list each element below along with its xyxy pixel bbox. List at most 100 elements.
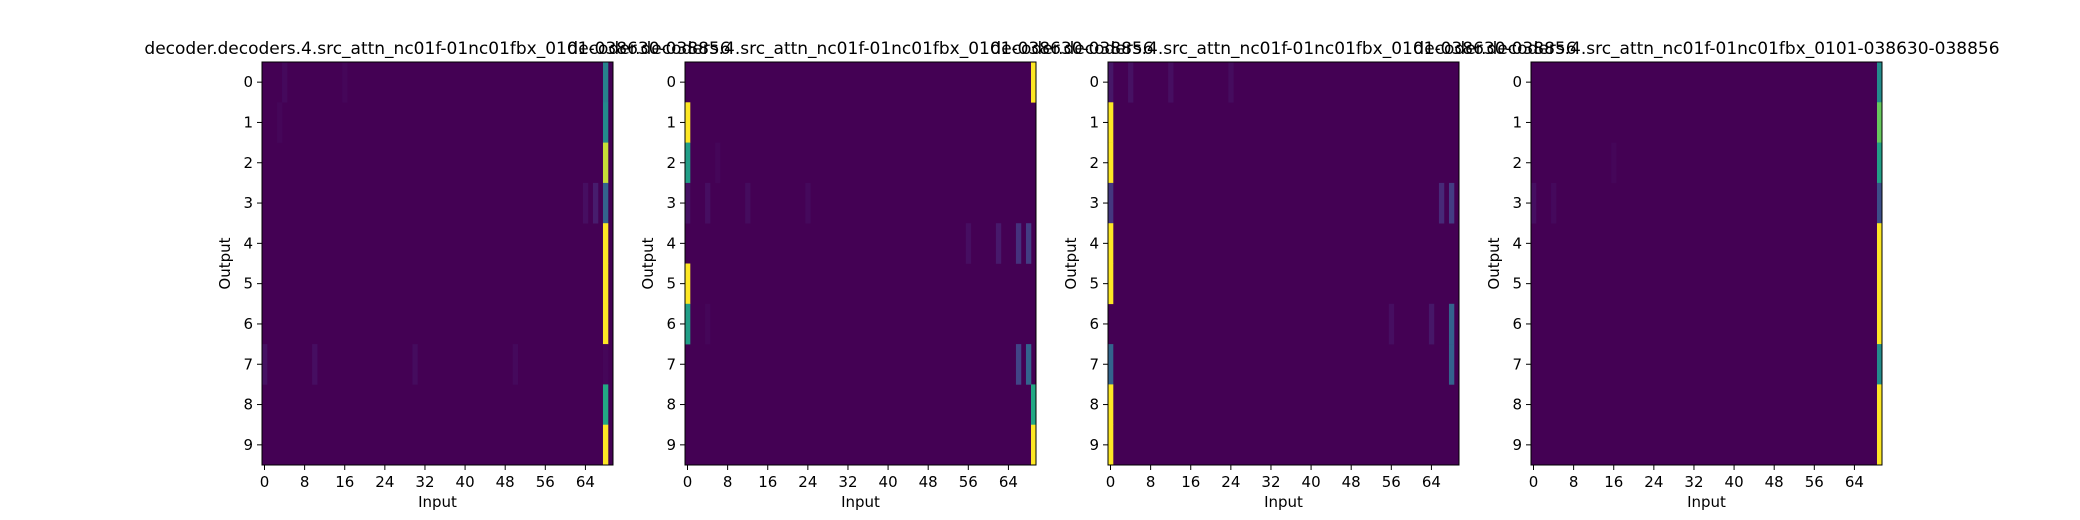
x-tick-label: 8: [1569, 473, 1579, 491]
x-tick-label: 0: [1106, 473, 1116, 491]
y-tick-label: 7: [666, 355, 676, 373]
heatmap-cell: [995, 223, 1002, 264]
heatmap-cell: [1438, 182, 1445, 224]
heatmap-cell: [745, 182, 751, 224]
y-tick-label: 5: [666, 275, 676, 293]
chart-title: decoder.decoders.4.src_attn_nc01f-01nc01…: [990, 39, 1576, 59]
x-tick-label: 16: [1604, 473, 1623, 491]
heatmap-cell: [1025, 344, 1032, 385]
heatmap-cell: [512, 344, 519, 385]
y-tick-label: 0: [1089, 73, 1099, 91]
y-axis-label: Output: [1062, 237, 1080, 289]
y-tick-label: 0: [666, 73, 676, 91]
heatmap-cell: [582, 182, 589, 224]
x-axis-label: Input: [418, 493, 457, 511]
heatmap-cell: [965, 223, 972, 264]
x-tick-label: 8: [300, 473, 310, 491]
x-tick-label: 32: [415, 473, 434, 491]
y-axis-label: Output: [216, 237, 234, 289]
heatmap-cell: [1876, 62, 1883, 103]
heatmap-cell: [705, 182, 711, 224]
x-tick-label: 64: [1845, 473, 1864, 491]
y-tick-label: 6: [1512, 315, 1522, 333]
heatmap-cell: [1531, 182, 1537, 224]
y-tick-label: 9: [243, 436, 253, 454]
heatmap-cell: [282, 62, 288, 103]
y-tick-label: 4: [1089, 234, 1099, 252]
heatmap-cell: [1108, 223, 1114, 264]
y-tick-label: 4: [1512, 234, 1522, 252]
heatmap-cell: [1168, 62, 1174, 103]
heatmap-cell: [1108, 424, 1114, 466]
heatmap-cell: [685, 142, 691, 184]
heatmap-cell: [1876, 102, 1883, 143]
x-tick-label: 24: [375, 473, 394, 491]
x-axis-label: Input: [841, 493, 880, 511]
x-axis-label: Input: [1687, 493, 1726, 511]
x-tick-label: 8: [723, 473, 733, 491]
chart-title: decoder.decoders.4.src_attn_nc01f-01nc01…: [567, 39, 1153, 59]
x-tick-label: 32: [1684, 473, 1703, 491]
x-tick-label: 40: [456, 473, 475, 491]
x-tick-label: 16: [1181, 473, 1200, 491]
x-tick-label: 48: [496, 473, 515, 491]
y-tick-label: 6: [666, 315, 676, 333]
heatmap-cell: [602, 344, 609, 385]
x-tick-label: 24: [1644, 473, 1663, 491]
y-tick-label: 5: [1089, 275, 1099, 293]
y-tick-label: 3: [1512, 194, 1522, 212]
y-tick-label: 7: [243, 355, 253, 373]
heatmap-cell: [1876, 384, 1883, 425]
y-tick-label: 3: [1089, 194, 1099, 212]
heatmap-cell: [602, 303, 609, 345]
y-tick-label: 8: [1089, 396, 1099, 414]
y-tick-label: 1: [1512, 113, 1522, 131]
y-tick-label: 5: [243, 275, 253, 293]
y-tick-label: 9: [1089, 436, 1099, 454]
x-tick-label: 64: [1422, 473, 1441, 491]
heatmap-cell: [1876, 344, 1883, 385]
x-tick-label: 32: [1261, 473, 1280, 491]
heatmap-cell: [312, 344, 318, 385]
y-tick-label: 9: [1512, 436, 1522, 454]
heatmap-cell: [1876, 424, 1883, 466]
y-tick-label: 8: [1512, 396, 1522, 414]
heatmap-cell: [1448, 344, 1455, 385]
plot-frame: [684, 61, 1037, 466]
x-tick-label: 56: [959, 473, 978, 491]
x-tick-label: 56: [536, 473, 555, 491]
plot-frame: [1530, 61, 1883, 466]
x-tick-label: 0: [1529, 473, 1539, 491]
heatmap-cell: [1108, 263, 1114, 305]
x-tick-label: 0: [260, 473, 270, 491]
heatmap-background: [1108, 62, 1459, 465]
heatmap-cell: [1876, 263, 1883, 305]
heatmap-cell: [1876, 223, 1883, 264]
x-tick-label: 64: [576, 473, 595, 491]
y-tick-label: 9: [666, 436, 676, 454]
y-tick-label: 2: [1089, 154, 1099, 172]
y-tick-label: 6: [1089, 315, 1099, 333]
heatmap-cell: [602, 384, 609, 425]
y-axis-label: Output: [1485, 237, 1503, 289]
x-tick-label: 40: [1302, 473, 1321, 491]
y-tick-label: 0: [1512, 73, 1522, 91]
y-tick-label: 8: [243, 396, 253, 414]
heatmap-cell: [1551, 182, 1557, 224]
heatmap-cell: [1015, 344, 1022, 385]
heatmap-cell: [602, 102, 609, 143]
x-axis-label: Input: [1264, 493, 1303, 511]
chart-title: decoder.decoders.4.src_attn_nc01f-01nc01…: [144, 39, 730, 59]
heatmap-cell: [1428, 303, 1435, 345]
x-tick-label: 48: [919, 473, 938, 491]
y-tick-label: 4: [666, 234, 676, 252]
x-tick-label: 56: [1805, 473, 1824, 491]
plot-frame: [261, 61, 614, 466]
y-tick-label: 1: [666, 113, 676, 131]
heatmap-cell: [685, 182, 691, 224]
x-tick-label: 0: [683, 473, 693, 491]
heatmap-cell: [602, 263, 609, 305]
